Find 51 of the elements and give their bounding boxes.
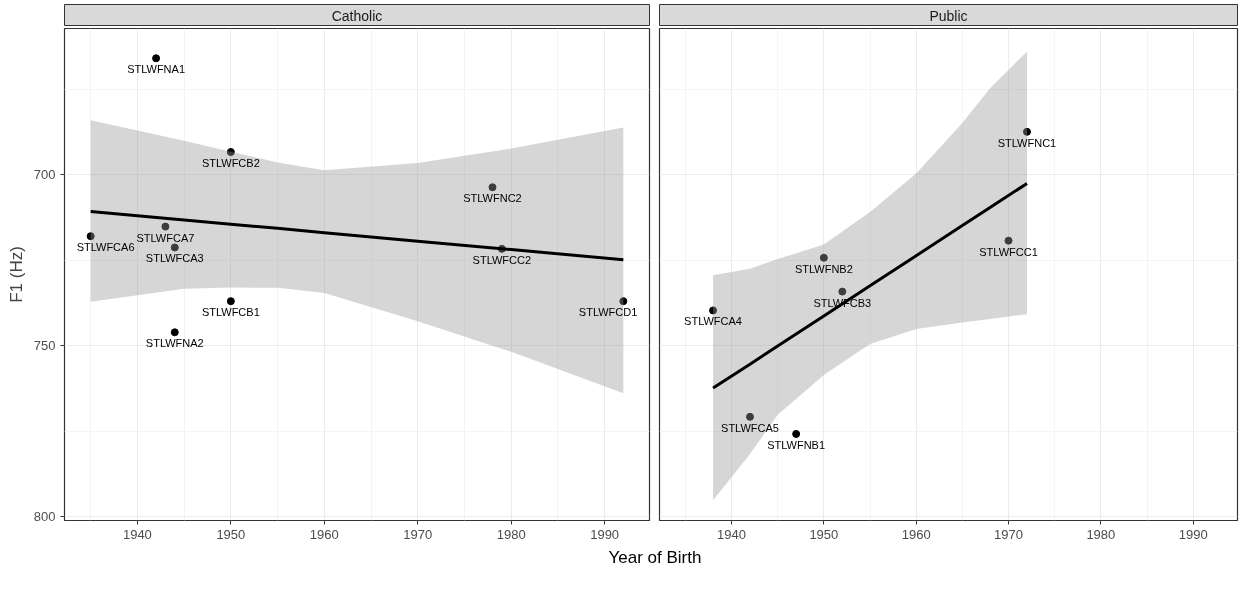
annotation: STLWFNA2 (145, 337, 204, 350)
point (1022, 127, 1031, 136)
point (170, 243, 179, 252)
x-tick-label: 1980 (496, 526, 526, 542)
x-axis-title: Year of Birth (608, 547, 702, 569)
annotation: STLWFCA4 (684, 315, 742, 328)
y-tick-label: 800 (33, 509, 56, 525)
annotation: STLWFCC2 (472, 253, 532, 266)
x-tick-label: 1950 (216, 526, 246, 542)
x-tick-label: 1960 (309, 526, 339, 542)
point (838, 287, 847, 296)
point (792, 429, 801, 438)
annotation: STLWFCA3 (145, 252, 204, 265)
annotation: STLWFCD1 (578, 306, 638, 319)
x-tick-label: 1960 (901, 526, 931, 542)
annotation: STLWFCA7 (136, 231, 195, 244)
x-tick-label: 1940 (717, 526, 746, 542)
annotation: STLWFNC2 (463, 192, 522, 205)
point (226, 297, 235, 306)
point (1004, 236, 1013, 245)
annotation: STLWFCA5 (721, 421, 779, 434)
point (709, 306, 718, 315)
point (488, 183, 497, 192)
x-tick-label: 1990 (590, 526, 620, 542)
x-tick-label: 1980 (1086, 526, 1116, 542)
point (619, 297, 628, 306)
annotation: STLWFNA1 (127, 63, 186, 76)
point (161, 222, 170, 231)
x-tick-label: 1970 (403, 526, 433, 542)
annotation: STLWFCA6 (76, 241, 135, 254)
x-tick-label: 1950 (809, 526, 839, 542)
x-tick-label: 1990 (1178, 526, 1208, 542)
point (152, 54, 161, 63)
point (819, 253, 828, 262)
chart-title: Catholic (331, 7, 383, 24)
y-axis-title: F1 (Hz) (6, 246, 26, 303)
annotation: STLWFNB2 (794, 262, 853, 275)
y-tick-label: 750 (33, 338, 56, 354)
point (745, 412, 754, 421)
x-tick-label: 1940 (122, 526, 152, 542)
annotation: STLWFCB1 (201, 306, 260, 319)
point (86, 232, 95, 241)
annotation: STLWFCB2 (201, 157, 260, 170)
annotation: STLWFCC1 (979, 245, 1038, 258)
annotation: STLWFNB1 (767, 438, 826, 451)
point (226, 148, 235, 157)
y-tick-label: 700 (33, 167, 56, 183)
chart-title: Public (929, 7, 968, 24)
point (170, 328, 179, 337)
annotation: STLWFNC1 (997, 136, 1057, 149)
x-tick-label: 1970 (994, 526, 1023, 542)
